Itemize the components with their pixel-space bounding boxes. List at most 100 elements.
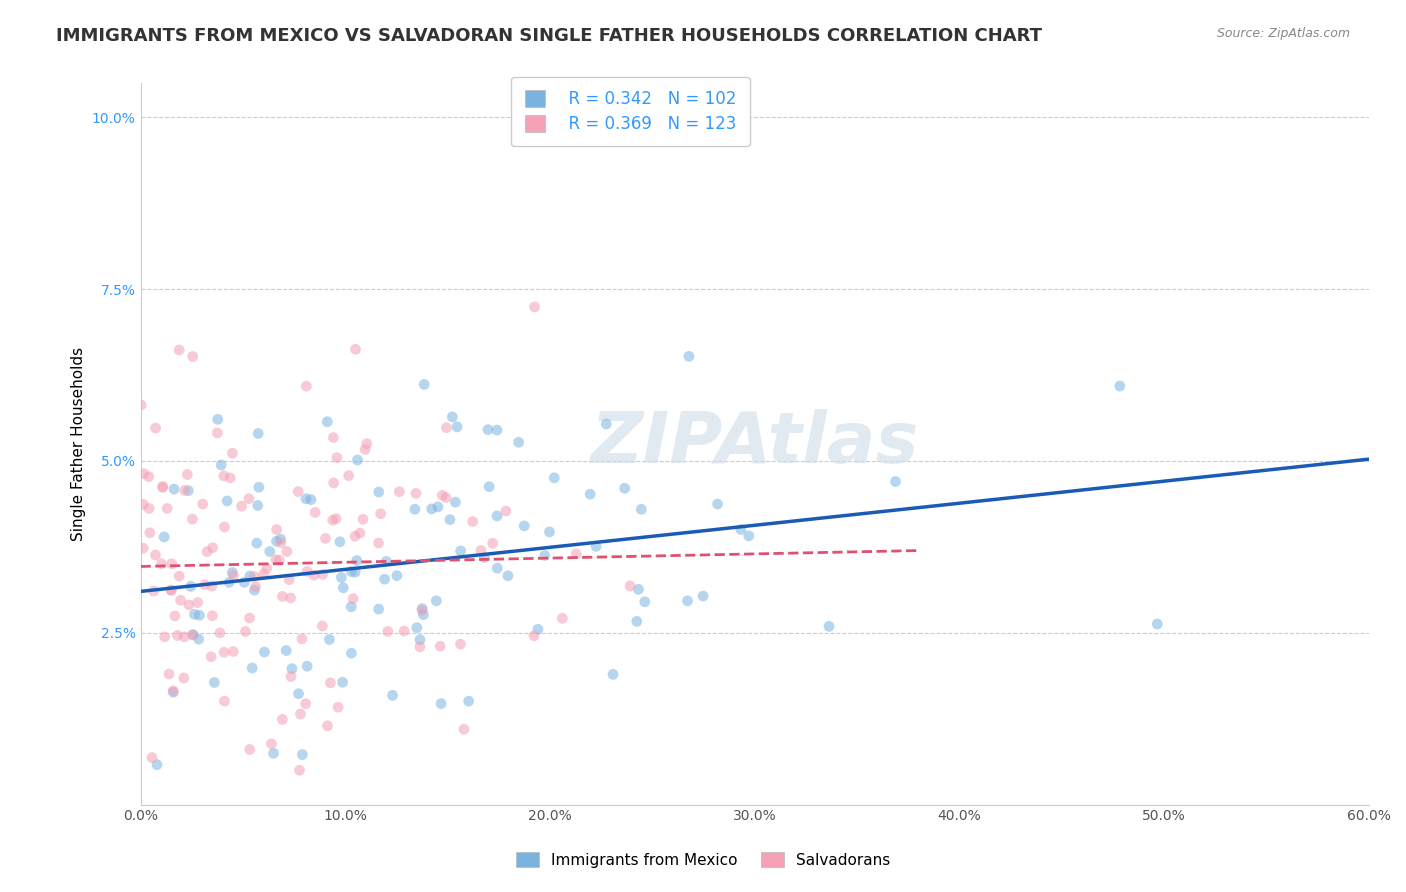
Point — [565, 547, 588, 561]
Point — [370, 507, 392, 521]
Point — [142, 584, 165, 599]
Point — [430, 697, 453, 711]
Point — [271, 712, 294, 726]
Point — [208, 626, 231, 640]
Point — [325, 511, 347, 525]
Point — [152, 480, 174, 494]
Point — [270, 535, 292, 549]
Point — [340, 565, 363, 579]
Point — [202, 675, 225, 690]
Point — [412, 607, 434, 622]
Point — [441, 409, 464, 424]
Point — [375, 554, 398, 568]
Point — [738, 529, 761, 543]
Point — [619, 579, 641, 593]
Point — [392, 624, 415, 638]
Point — [291, 632, 314, 646]
Point — [188, 608, 211, 623]
Point — [201, 579, 224, 593]
Point — [367, 536, 389, 550]
Point — [579, 487, 602, 501]
Point — [243, 569, 266, 583]
Point — [259, 544, 281, 558]
Point — [634, 595, 657, 609]
Point — [156, 501, 179, 516]
Point — [450, 637, 472, 651]
Point — [295, 491, 318, 506]
Point — [340, 646, 363, 660]
Point — [181, 627, 204, 641]
Point — [585, 540, 607, 554]
Point — [218, 575, 240, 590]
Point — [344, 529, 367, 543]
Point — [444, 495, 467, 509]
Point — [344, 342, 367, 356]
Point — [160, 583, 183, 598]
Point — [481, 536, 503, 550]
Point — [388, 484, 411, 499]
Point — [167, 343, 190, 357]
Point — [411, 601, 433, 615]
Point — [602, 667, 624, 681]
Point — [221, 566, 243, 580]
Point — [495, 504, 517, 518]
Point — [295, 565, 318, 579]
Point — [239, 569, 262, 583]
Point — [238, 491, 260, 506]
Point — [207, 412, 229, 426]
Point — [295, 659, 318, 673]
Point — [181, 512, 204, 526]
Point — [176, 467, 198, 482]
Legend:   R = 0.342   N = 102,   R = 0.369   N = 123: R = 0.342 N = 102, R = 0.369 N = 123 — [512, 77, 749, 146]
Point — [523, 629, 546, 643]
Point — [280, 669, 302, 683]
Point — [212, 468, 235, 483]
Point — [260, 737, 283, 751]
Point — [595, 417, 617, 431]
Point — [256, 561, 278, 575]
Point — [239, 742, 262, 756]
Point — [138, 469, 160, 483]
Point — [381, 689, 404, 703]
Point — [302, 568, 325, 582]
Point — [294, 697, 316, 711]
Point — [209, 458, 232, 472]
Point — [405, 621, 427, 635]
Point — [330, 570, 353, 584]
Point — [312, 567, 335, 582]
Point — [247, 480, 270, 494]
Point — [152, 479, 174, 493]
Point — [678, 349, 700, 363]
Point — [706, 497, 728, 511]
Point — [533, 549, 555, 563]
Point — [472, 550, 495, 565]
Point — [150, 557, 173, 571]
Point — [409, 640, 432, 654]
Point — [145, 421, 167, 435]
Point — [496, 568, 519, 582]
Point — [157, 667, 180, 681]
Point — [278, 573, 301, 587]
Point — [304, 505, 326, 519]
Point — [246, 536, 269, 550]
Point — [287, 484, 309, 499]
Point — [173, 630, 195, 644]
Y-axis label: Single Father Households: Single Father Households — [72, 347, 86, 541]
Point — [138, 501, 160, 516]
Point — [281, 662, 304, 676]
Point — [676, 594, 699, 608]
Point — [527, 622, 550, 636]
Point — [429, 640, 451, 654]
Point — [214, 694, 236, 708]
Point — [478, 480, 501, 494]
Point — [194, 578, 217, 592]
Point — [276, 643, 298, 657]
Point — [153, 630, 176, 644]
Point — [132, 498, 155, 512]
Point — [730, 522, 752, 536]
Point — [166, 628, 188, 642]
Point — [311, 619, 333, 633]
Point — [470, 543, 492, 558]
Point — [238, 611, 260, 625]
Point — [269, 553, 291, 567]
